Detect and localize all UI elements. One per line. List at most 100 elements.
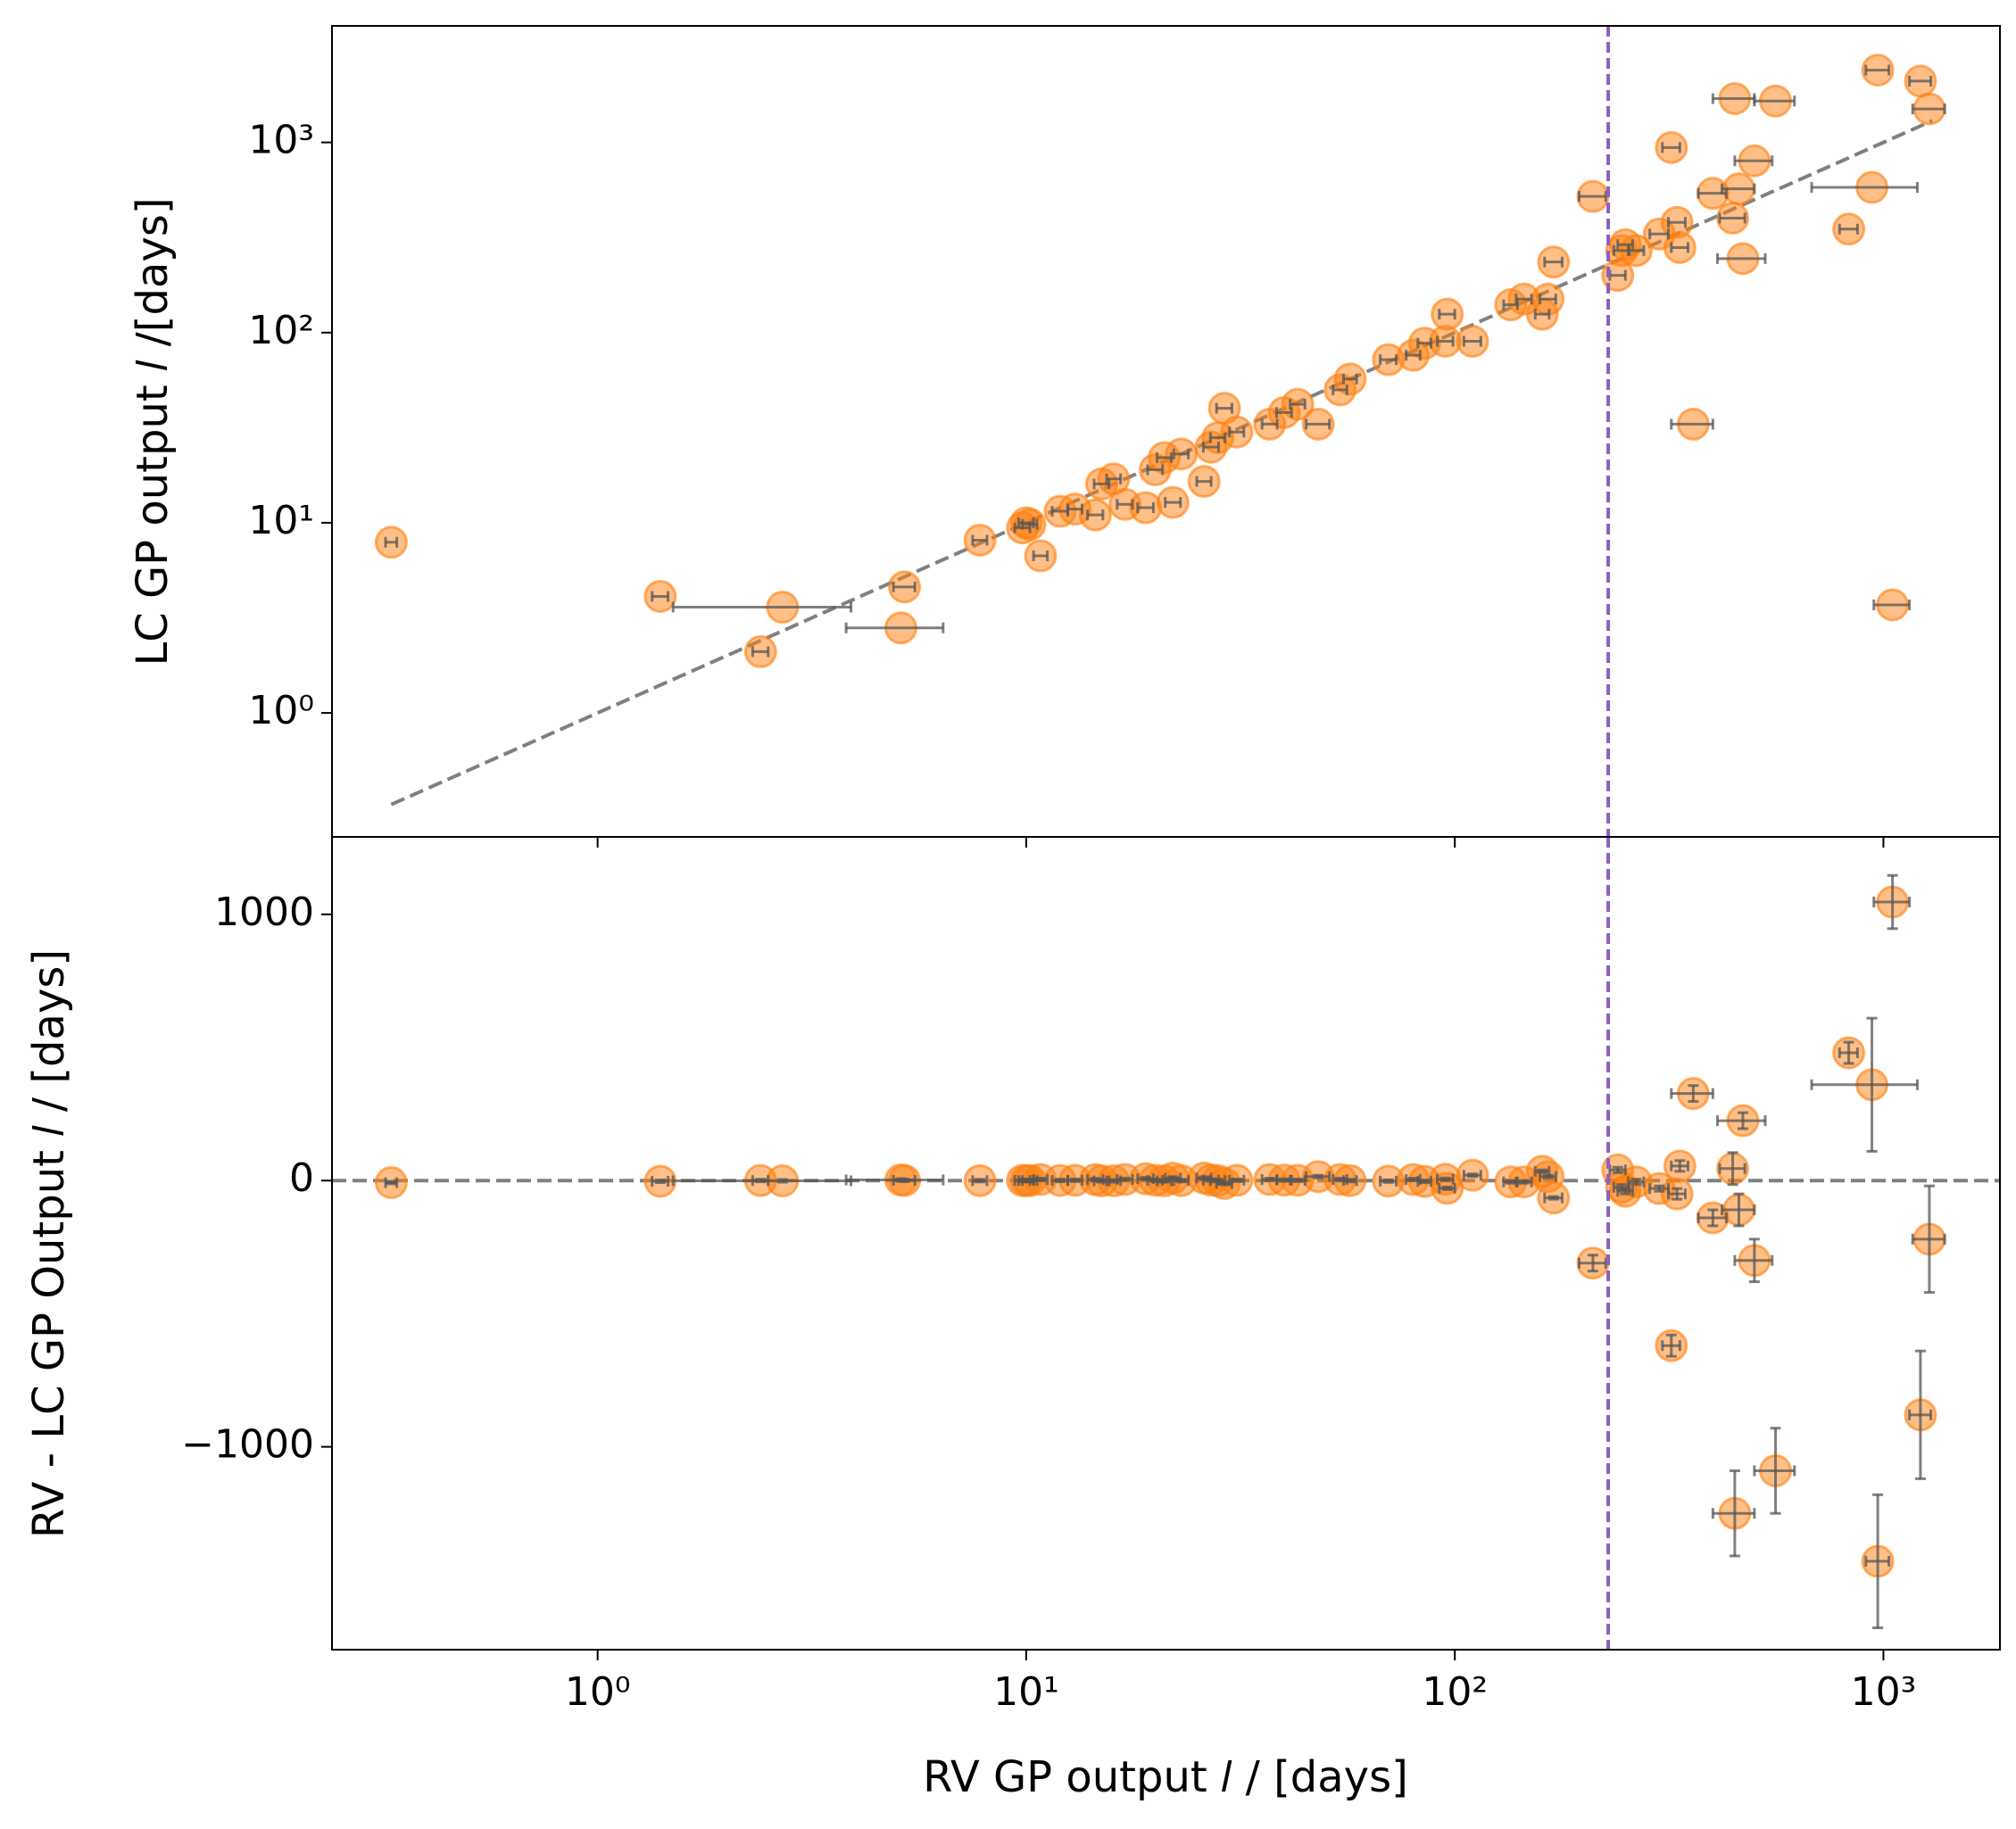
y-error-bar	[1672, 1187, 1683, 1201]
y-error-bar	[1231, 1177, 1242, 1183]
x-error-bar	[1864, 64, 1891, 76]
y-error-bar	[1505, 1179, 1516, 1185]
y-error-bar	[1872, 1493, 1884, 1630]
y-error-bar	[1612, 1165, 1623, 1174]
x-error-bar	[1260, 418, 1279, 430]
y-error-bar	[1218, 1180, 1230, 1187]
y-error-bar	[1587, 1254, 1598, 1273]
x-error-bar	[1136, 502, 1155, 514]
y-error-bar	[1313, 1173, 1324, 1179]
x-error-bar	[1462, 335, 1482, 347]
y-error-bar	[1292, 1177, 1304, 1183]
x-error-bar	[1721, 183, 1756, 194]
x-error-bar	[1539, 294, 1557, 305]
y-error-bar	[1467, 1172, 1479, 1179]
x-error-bar	[1066, 503, 1084, 515]
y-error-bar	[1344, 1178, 1356, 1184]
x-error-bar	[1627, 244, 1646, 256]
x-error-bar	[1733, 155, 1774, 167]
y-error-bar	[1665, 1333, 1677, 1358]
y-error-bar	[1069, 1177, 1081, 1183]
y-error-bar	[1054, 1178, 1066, 1184]
x-error-bar	[1670, 242, 1689, 253]
x-axis-label: RV GP output 𝑙 / [days]	[923, 1752, 1408, 1802]
x-error-bar	[1275, 407, 1293, 418]
y-error-bar	[1914, 1349, 1926, 1480]
y-error-bar	[1175, 1178, 1187, 1184]
x-error-bar	[1715, 1115, 1767, 1127]
x-error-bar	[971, 534, 989, 546]
y-tick-label: 10²	[248, 308, 314, 353]
x-error-bar	[1838, 223, 1859, 235]
x-error-bar	[1533, 309, 1551, 320]
y-error-bar	[899, 1178, 910, 1184]
y-error-bar	[776, 1178, 788, 1184]
x-error-bar	[1616, 239, 1634, 251]
x-error-bar	[1405, 350, 1422, 361]
top-y-axis-label: LC GP output 𝑙 /[days]	[128, 197, 178, 666]
x-error-bar	[1667, 217, 1687, 228]
x-error-bar	[1577, 191, 1607, 203]
x-error-bar	[1208, 432, 1227, 443]
y-error-bar	[1674, 1159, 1686, 1173]
y-error-bar	[1419, 1179, 1431, 1185]
x-error-bar	[1146, 464, 1165, 476]
x-error-bar	[1648, 228, 1671, 240]
y-error-bar	[1279, 1177, 1290, 1183]
plot-area	[374, 26, 1946, 837]
x-error-bar	[1436, 335, 1455, 347]
y-error-bar	[1748, 1237, 1760, 1284]
x-error-bar	[1670, 418, 1714, 430]
y-error-bar	[1843, 1040, 1854, 1065]
x-error-bar	[1105, 473, 1123, 484]
y-error-bar	[1620, 1187, 1631, 1196]
x-error-bar	[1086, 509, 1105, 521]
axes-frame	[331, 836, 2001, 1651]
x-error-bar	[1810, 182, 1919, 194]
x-error-bar	[1911, 103, 1946, 115]
y-error-bar	[975, 1178, 986, 1184]
x-error-bar	[384, 536, 399, 548]
x-error-bar	[1305, 418, 1332, 430]
x-error-bar	[1908, 75, 1933, 87]
x-tick-label: 10²	[1422, 1669, 1488, 1715]
x-tick-label: 10¹	[993, 1669, 1059, 1715]
x-error-bar	[1753, 95, 1796, 107]
y-error-bar	[1737, 1111, 1748, 1130]
y-error-bar	[654, 1179, 666, 1185]
x-error-bar	[1228, 426, 1246, 438]
y-error-bar	[1733, 1192, 1745, 1228]
y-error-bar	[1542, 1173, 1554, 1179]
y-error-bar	[1923, 1184, 1935, 1295]
x-error-bar	[1810, 1079, 1919, 1090]
y-error-bar	[1034, 1177, 1046, 1182]
x-error-bar	[892, 581, 917, 592]
y-error-bar	[1707, 1208, 1719, 1228]
y-error-bar	[1770, 1427, 1781, 1515]
y-error-bar	[1866, 1016, 1878, 1153]
x-error-bar	[1172, 448, 1191, 459]
y-tick-label: 0	[289, 1155, 314, 1201]
y-error-bar	[1537, 1168, 1548, 1174]
y-error-bar	[1688, 1084, 1699, 1104]
plot-area	[332, 837, 2000, 1650]
x-error-bar	[1016, 517, 1035, 528]
x-error-bar	[1032, 550, 1049, 562]
x-tick-label: 10³	[1851, 1669, 1917, 1715]
y-tick-label: 1000	[214, 890, 314, 935]
y-error-bar	[1630, 1178, 1642, 1187]
x-error-bar	[1718, 212, 1746, 224]
y-error-bar	[1382, 1178, 1394, 1184]
x-error-bar	[1438, 309, 1456, 320]
x-error-bar	[751, 646, 770, 658]
x-error-bar	[1872, 599, 1912, 610]
y-error-bar	[1887, 873, 1898, 931]
x-error-bar	[1514, 294, 1533, 305]
x-error-bar	[651, 591, 670, 602]
x-error-bar	[1715, 252, 1767, 264]
y-error-bar	[1264, 1177, 1275, 1183]
x-error-bar	[1416, 337, 1433, 349]
x-error-bar	[1543, 256, 1564, 268]
y-tick-label: 10¹	[248, 498, 314, 543]
